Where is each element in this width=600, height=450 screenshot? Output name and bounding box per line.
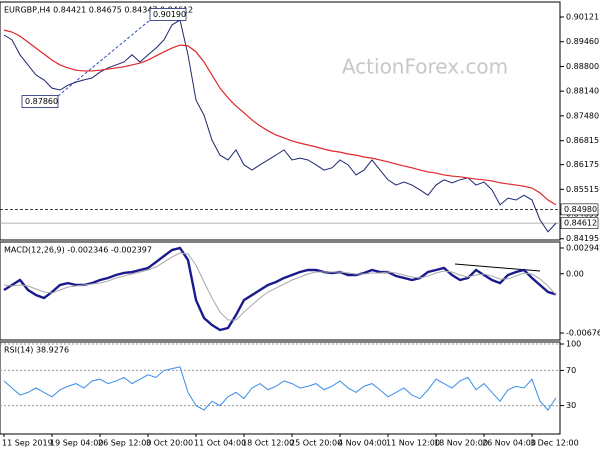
annotation-box bbox=[21, 95, 59, 109]
y-tick-label: 70 bbox=[566, 366, 576, 375]
annotation-box bbox=[149, 8, 187, 21]
macd-panel bbox=[0, 241, 561, 341]
y-tick-label: 0.84195 bbox=[566, 234, 599, 243]
series-line bbox=[3, 19, 557, 233]
y-tick-label: 0.88800 bbox=[566, 62, 599, 71]
y-tick-label: 0.86175 bbox=[566, 160, 599, 169]
series-line bbox=[3, 29, 557, 206]
x-tick-label: 3 Oct 20:00 bbox=[146, 439, 193, 448]
y-tick-label: 30 bbox=[566, 401, 576, 410]
level-box bbox=[560, 217, 599, 229]
annotation-label: 0.90190 bbox=[153, 10, 186, 19]
x-tick-label: 11 Sep 2019 bbox=[2, 439, 53, 448]
y-tick-label: 100 bbox=[566, 340, 581, 349]
rsi-panel bbox=[0, 341, 561, 435]
x-tick-label: 25 Oct 20:00 bbox=[290, 439, 342, 448]
watermark: ActionForex.com bbox=[342, 55, 508, 79]
y-tick-label: 0.90121 bbox=[566, 13, 599, 22]
level-label: 0.84612 bbox=[564, 219, 597, 228]
x-tick-label: 4 Nov 04:00 bbox=[338, 439, 387, 448]
x-tick-label: 11 Oct 04:00 bbox=[194, 439, 246, 448]
x-tick-label: 19 Sep 04:00 bbox=[50, 439, 103, 448]
x-tick-label: 18 Nov 20:00 bbox=[434, 439, 488, 448]
annotation-label: 0.87860 bbox=[25, 97, 58, 106]
y-tick-label: 0.87480 bbox=[566, 111, 599, 120]
x-tick-label: 26 Sep 12:00 bbox=[98, 439, 151, 448]
price-panel bbox=[0, 1, 561, 241]
x-tick-label: 26 Nov 04:00 bbox=[482, 439, 536, 448]
y-tick-label: -0.006761 bbox=[566, 329, 600, 338]
x-tick-label: 18 Oct 12:00 bbox=[242, 439, 294, 448]
y-tick-label: 0.002942 bbox=[566, 244, 600, 253]
series-line bbox=[3, 366, 557, 411]
x-tick-label: 3 Dec 12:00 bbox=[530, 439, 579, 448]
y-tick-label: 0.85515 bbox=[566, 185, 599, 194]
y-tick-label: 0.89460 bbox=[566, 37, 599, 46]
panel-title: EURGBP,H4 0.84421 0.84675 0.84347 0.8461… bbox=[4, 6, 193, 15]
x-tick-label: 11 Nov 12:00 bbox=[386, 439, 440, 448]
y-tick-label: 0.88140 bbox=[566, 87, 599, 96]
y-tick-label: 0.86815 bbox=[566, 136, 599, 145]
series-line bbox=[3, 246, 557, 332]
divergence-line bbox=[454, 263, 541, 272]
y-tick-label: 0.00 bbox=[566, 269, 584, 278]
panel-title: MACD(12,26,9) -0.002346 -0.002397 bbox=[4, 246, 152, 255]
series-line bbox=[3, 252, 557, 321]
level-box bbox=[560, 203, 599, 216]
level-label: 0.84980 bbox=[564, 205, 597, 214]
panel-title: RSI(14) 38.9276 bbox=[4, 346, 69, 355]
